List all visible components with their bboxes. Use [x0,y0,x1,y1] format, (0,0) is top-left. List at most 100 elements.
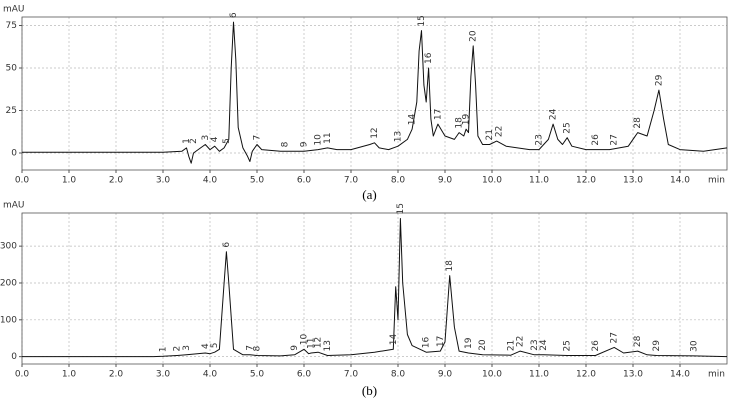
peak-label: 22 [516,336,526,347]
peak-label: 3 [182,345,192,351]
peak-label: 26 [591,134,601,146]
chromatogram-trace [22,218,728,358]
peak-label: 29 [652,340,662,352]
x-tick-label: 12.0 [576,176,596,186]
x-tick-label: 0.0 [15,370,30,380]
x-tick-label: 10.0 [482,370,502,380]
peak-label: 19 [462,113,472,125]
peak-label: 24 [539,339,549,351]
chromatogram-trace [22,21,728,164]
peak-label: 2 [189,138,199,144]
x-tick-label: 4.0 [203,176,218,186]
x-tick-label: 7.0 [344,370,359,380]
peak-label: 21 [506,340,516,351]
x-tick-label: 9.0 [438,370,453,380]
y-axis-label: mAU [3,201,25,211]
peak-label: 11 [323,132,333,143]
peak-label: 13 [394,131,404,142]
peak-label: 2 [173,346,183,352]
peak-label: 15 [396,203,406,214]
x-tick-label: 12.0 [576,370,596,380]
x-tick-label: 3.0 [156,176,171,186]
peak-label: 7 [253,135,263,141]
x-tick-label: 1.0 [62,370,77,380]
peak-label: 16 [424,52,434,64]
x-tick-label: 5.0 [250,176,265,186]
peak-label: 30 [690,340,700,352]
x-tick-label: 0.0 [15,176,30,186]
y-tick-label: 50 [6,64,18,74]
peak-label: 18 [445,260,455,272]
x-tick-label: 10.0 [482,176,502,186]
peak-label: 15 [417,15,427,26]
peak-label: 12 [370,127,380,138]
peak-label: 8 [281,141,291,147]
peak-label: 8 [253,346,263,352]
x-tick-label: 2.0 [109,176,124,186]
peak-label: 25 [563,122,573,133]
peak-label: 14 [389,334,399,346]
peak-label: 9 [290,345,300,351]
x-tick-label: 8.0 [391,370,406,380]
peak-label: 14 [408,113,418,125]
x-tick-label: 8.0 [391,176,406,186]
peak-label: 21 [485,129,495,140]
y-tick-label: 300 [0,242,17,252]
peak-label: 10 [300,334,310,346]
peak-label: 29 [654,74,664,86]
peak-label: 23 [535,134,545,145]
peak-label: 10 [314,134,324,146]
peak-label: 12 [314,337,324,348]
peak-label: 17 [433,109,443,120]
x-tick-label: 7.0 [344,176,359,186]
x-tick-label: 6.0 [297,370,312,380]
x-tick-label: 11.0 [529,176,549,186]
peak-label: 1 [182,138,192,144]
peak-label: 5 [222,138,232,144]
x-tick-label: 1.0 [62,176,77,186]
peak-label: 25 [563,340,573,351]
x-tick-label: 4.0 [203,370,218,380]
peak-label: 4 [201,343,211,349]
y-tick-label: 100 [0,315,17,325]
peak-label: 28 [633,117,643,129]
peak-label: 24 [549,108,559,120]
peak-label: 4 [210,136,220,142]
peak-label: 13 [323,340,333,351]
x-tick-label: 5.0 [250,370,265,380]
peak-label: 20 [478,339,488,351]
plot-frame [21,16,728,171]
peak-label: 27 [610,134,620,145]
caption: (b) [362,383,377,398]
x-tick-label: 14.0 [670,370,690,380]
plot-frame [21,212,728,365]
peak-label: 9 [300,141,310,147]
x-tick-label: 9.0 [438,176,453,186]
y-axis-label: mAU [3,5,25,15]
peak-label: 11 [307,337,317,348]
y-tick-label: 25 [6,106,17,116]
x-tick-label: 14.0 [670,176,690,186]
peak-label: 23 [530,339,540,350]
peak-label: 20 [469,30,479,42]
peak-label: 17 [436,336,446,347]
peak-label: 5 [210,342,220,348]
x-tick-label: 13.0 [623,370,643,380]
x-axis-label: min [708,370,725,380]
x-axis-label: min [708,176,725,186]
y-tick-label: 0 [11,149,17,159]
y-tick-label: 75 [6,21,17,31]
peak-label: 6 [222,242,232,248]
x-tick-label: 2.0 [109,370,124,380]
peak-label: 1 [159,347,169,353]
peak-label: 27 [610,332,620,343]
peak-label: 3 [201,135,211,141]
y-tick-label: 0 [11,352,17,362]
x-tick-label: 3.0 [156,370,171,380]
y-tick-label: 200 [0,278,17,288]
peak-label: 18 [455,117,465,129]
peak-label: 26 [591,340,601,352]
peak-label: 16 [422,336,432,348]
x-tick-label: 11.0 [529,370,549,380]
peak-label: 19 [464,337,474,349]
